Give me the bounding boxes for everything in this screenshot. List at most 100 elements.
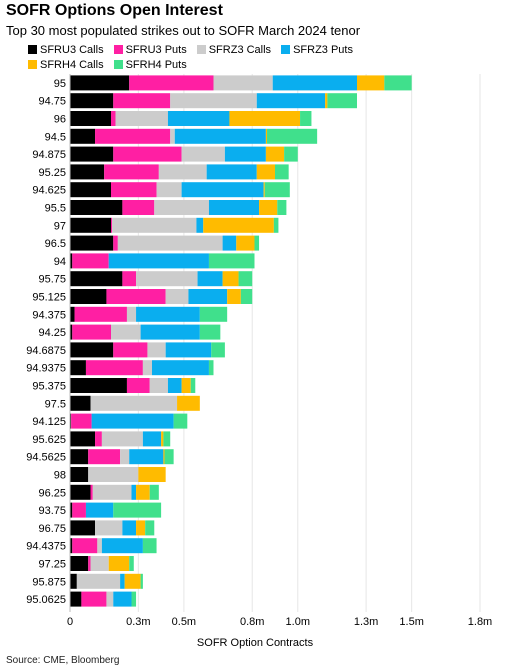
y-tick-label: 96.5: [45, 238, 66, 250]
x-axis-title: SOFR Option Contracts: [197, 637, 314, 649]
y-tick-label: 96.25: [38, 487, 66, 499]
bar-segment: [70, 235, 114, 251]
y-tick-label: 95.0625: [26, 594, 66, 606]
bar-segment: [222, 271, 239, 287]
source-note: Source: CME, Bloomberg: [6, 655, 120, 666]
bar-segment: [173, 413, 188, 429]
bar-segment: [111, 111, 116, 126]
bar-segment: [152, 360, 209, 376]
bar-segment: [284, 146, 298, 162]
x-tick-label: 0.5m: [172, 616, 196, 628]
bar-segment: [70, 253, 73, 269]
bar-segment: [91, 413, 174, 429]
bar-segment: [222, 235, 237, 251]
bar-segment: [106, 289, 166, 304]
bar-segment: [213, 75, 273, 91]
bar-segment: [384, 75, 412, 91]
bar-segment: [163, 431, 171, 447]
bar-segment: [181, 146, 225, 162]
y-tick-label: 95.875: [32, 576, 66, 588]
bar-segment: [131, 591, 137, 607]
y-tick-label: 95: [54, 78, 66, 90]
chart-title: SOFR Options Open Interest: [6, 2, 223, 19]
y-tick-label: 96.75: [38, 523, 66, 535]
y-tick-label: 96: [54, 114, 66, 126]
bar-segment: [129, 449, 164, 465]
y-tick-label: 95.25: [38, 167, 66, 179]
y-tick-label: 94.6875: [26, 345, 66, 357]
bar-segment: [113, 591, 132, 607]
bar-segment: [254, 235, 260, 251]
y-tick-label: 95.625: [32, 434, 66, 446]
bar-segment: [70, 271, 123, 287]
bar-segment: [264, 182, 290, 198]
bar-segment: [70, 324, 73, 340]
bar-segment: [277, 200, 287, 215]
bar-segment: [197, 271, 223, 287]
bar-segment: [101, 431, 143, 447]
bar-segment: [70, 342, 114, 358]
legend-item: SFRU3 Calls: [28, 42, 104, 57]
bar-segment: [170, 93, 257, 109]
bar-segment: [111, 217, 113, 233]
legend-swatch: [113, 45, 123, 54]
bar-segment: [70, 111, 111, 126]
bar-segment: [229, 111, 301, 126]
y-tick-label: 94.875: [32, 149, 66, 161]
y-tick-label: 94.375: [32, 309, 66, 321]
legend-swatch: [113, 60, 123, 69]
y-tick-label: 94.5: [45, 131, 66, 143]
y-tick-label: 97.5: [45, 398, 66, 410]
bar-segment: [70, 93, 114, 109]
legend-label: SFRH4 Puts: [125, 58, 187, 71]
bar-segment: [199, 306, 228, 322]
bar-segment: [167, 111, 230, 126]
bar-segment: [164, 449, 174, 465]
y-tick-label: 95.375: [32, 381, 66, 393]
legend-item: SFRH4 Puts: [113, 57, 187, 72]
y-tick-label: 94.4375: [26, 541, 66, 553]
bar-segment: [108, 556, 130, 571]
legend-label: SFRZ3 Puts: [293, 43, 353, 56]
bar-segment: [113, 93, 171, 109]
bar-segment: [88, 467, 139, 482]
bar-segment: [72, 324, 111, 340]
bar-segment: [240, 289, 253, 304]
y-tick-label: 95.5: [45, 203, 66, 215]
bar-segment: [161, 431, 164, 447]
bar-segment: [138, 467, 166, 482]
bar-segment: [325, 93, 328, 109]
bar-segment: [70, 360, 86, 376]
bar-segment: [106, 591, 114, 607]
bar-segment: [300, 111, 312, 126]
bar-segment: [70, 591, 82, 607]
chart-subtitle: Top 30 most populated strikes out to SOF…: [6, 23, 361, 38]
bar-segment: [203, 217, 274, 233]
bar-segment: [85, 360, 143, 376]
bar-segment: [88, 449, 121, 465]
bar-segment: [71, 413, 92, 429]
bar-segment: [142, 538, 157, 554]
bar-segment: [70, 289, 107, 304]
bar-segment: [273, 217, 279, 233]
bar-segment: [70, 484, 91, 500]
bar-segment: [263, 182, 265, 198]
y-tick-label: 95.125: [32, 292, 66, 304]
bar-segment: [70, 164, 105, 180]
legend-swatch: [28, 45, 37, 54]
bar-segment: [70, 306, 75, 322]
bar-segment: [357, 75, 385, 91]
bar-segment: [70, 538, 73, 554]
legend-label: SFRH4 Calls: [40, 58, 104, 71]
y-tick-label: 94.9375: [26, 363, 66, 375]
bar-segment: [112, 217, 197, 233]
legend-item: SFRH4 Calls: [28, 57, 104, 72]
y-tick-label: 94.625: [32, 185, 66, 197]
bar-segment: [70, 431, 96, 447]
y-tick-label: 93.75: [38, 505, 66, 517]
bar-segment: [76, 573, 121, 589]
bar-segment: [199, 324, 221, 340]
bar-segment: [122, 200, 155, 215]
bar-segment: [72, 538, 98, 554]
bar-segment: [158, 164, 207, 180]
